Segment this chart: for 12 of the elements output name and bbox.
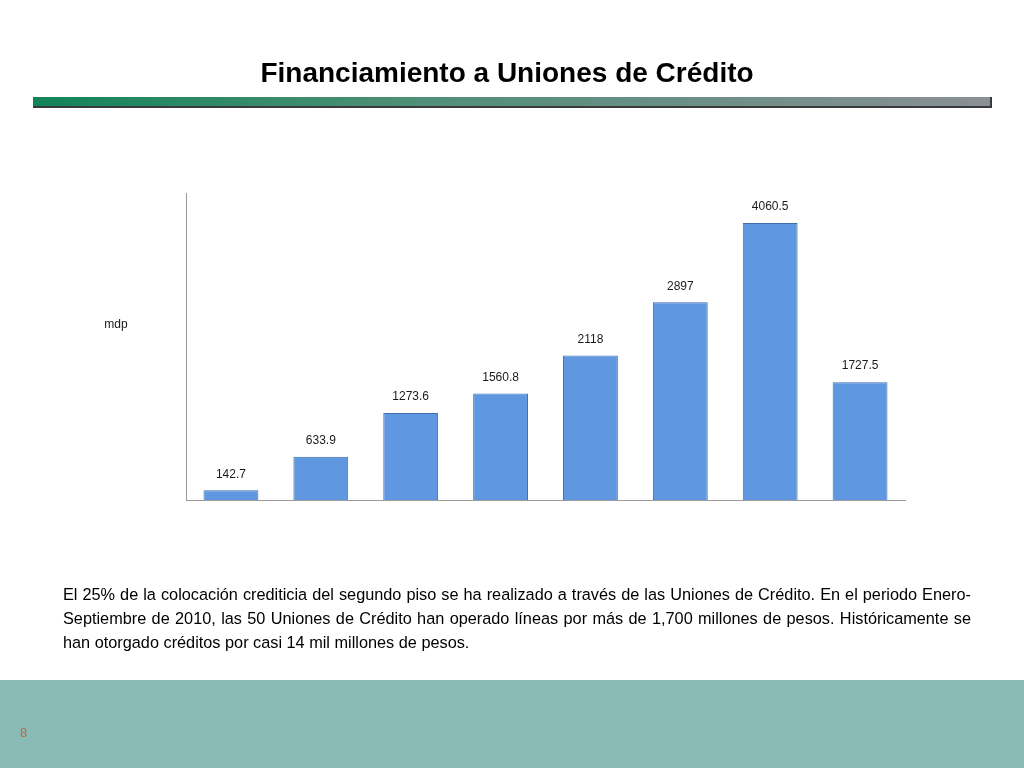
data-label: 1273.6 [392,389,430,404]
text: El 25% de la colocación crediticia del segundo piso se ha realizado a través de las Uniones de Crédito. En el periodo Enero-Septiembre de 2010, las 50 Uniones de Crédito han operado líneas por más de 1,700 millones de pesos. Históricamente se han otorgado créditos por casi 14 mil millones de pesos. [63,584,971,653]
data-label: 2118 [577,331,604,346]
data-label: 4060.5 [751,199,789,214]
data-label: 2897 [666,278,694,293]
data-label: 142.7 [215,466,247,481]
data-label: 633.9 [305,433,337,448]
data-label: 1727.5 [841,358,879,373]
chart-title: Financiamiento a Uniones de Crédito [259,56,755,90]
text: 8 [20,725,28,740]
y-axis-title: mdp [104,317,128,332]
data-label: 1560.8 [482,369,520,384]
